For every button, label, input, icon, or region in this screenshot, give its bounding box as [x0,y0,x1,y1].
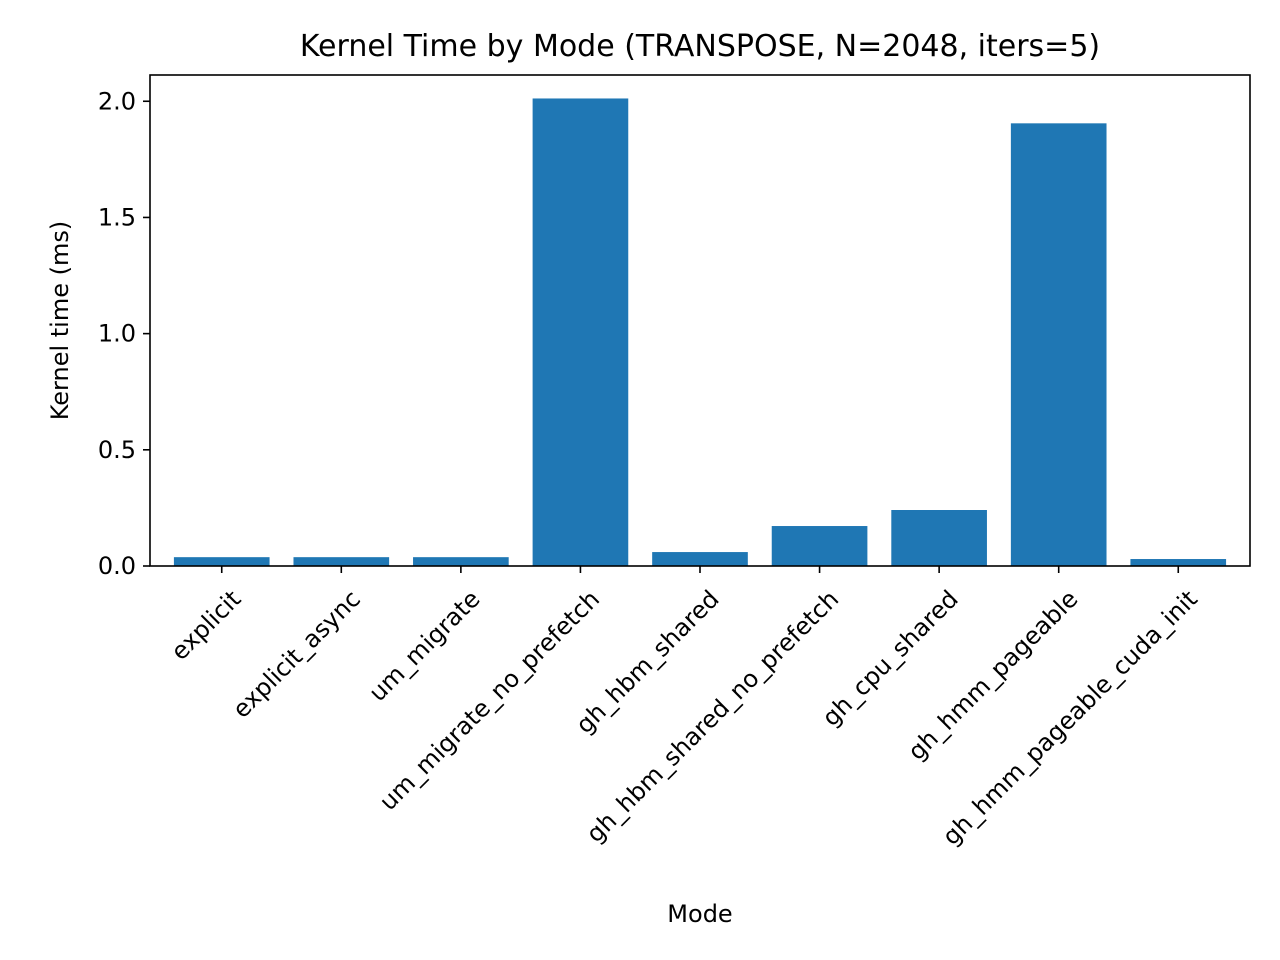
bar-gh_hmm_pageable_cuda_init [1130,559,1227,566]
x-tick-label-gh_hbm_shared_no_prefetch: gh_hbm_shared_no_prefetch [581,585,844,848]
bar-um_migrate [413,557,509,566]
plot-frame [149,74,1251,567]
y-axis: 0.0 0.5 1.0 1.5 2.0 [98,87,150,580]
y-axis-label: Kernel time (ms) [46,221,74,421]
bar-um_migrate_no_prefetch [532,98,629,566]
bar-gh_hbm_shared [652,552,748,566]
y-tick-label: 1.0 [98,320,136,348]
bar-explicit [173,557,270,566]
x-tick-label-explicit_async: explicit_async [227,585,366,724]
bar-gh_hmm_pageable [1010,123,1107,566]
bar-gh_hbm_shared_no_prefetch [771,526,868,566]
x-tick-label-um_migrate: um_migrate [363,585,485,707]
y-tick-label: 1.5 [98,203,136,231]
x-tick-label-gh_hmm_pageable_cuda_init: gh_hmm_pageable_cuda_init [937,585,1203,851]
y-tick-label: 2.0 [98,87,136,115]
bars-group [173,98,1227,566]
y-tick-label: 0.5 [98,436,136,464]
x-tick-label-explicit: explicit [166,585,247,666]
chart-title: Kernel Time by Mode (TRANSPOSE, N=2048, … [300,29,1100,64]
x-axis: explicitexplicit_asyncum_migrateum_migra… [166,566,1203,851]
x-axis-label: Mode [667,900,732,928]
y-tick-label: 0.0 [98,552,136,580]
bar-explicit_async [293,557,390,566]
bar-gh_cpu_shared [891,510,987,566]
x-tick-label-um_migrate_no_prefetch: um_migrate_no_prefetch [374,585,605,816]
